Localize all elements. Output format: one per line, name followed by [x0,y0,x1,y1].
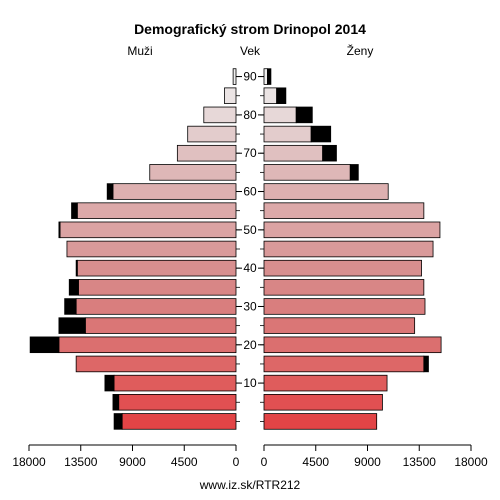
female-bars [263,68,442,430]
male-bar [118,394,237,411]
x-tick-label-left: 9000 [119,455,146,469]
male-bar [84,317,237,334]
x-tick-label-left: 4500 [171,455,198,469]
female-excess-bar [276,87,287,104]
male-bar [113,374,237,392]
x-tick-label-right: 18000 [454,455,488,469]
female-bar [263,183,389,200]
x-tick-label-right: 4500 [302,455,329,469]
male-bar [75,355,237,373]
x-tick-label-left: 0 [233,455,240,469]
x-tick-label-left: 13500 [64,455,98,469]
age-tick-label: 50 [243,223,257,237]
female-bar [263,164,351,181]
female-bar [263,125,312,143]
male-excess-bar [106,183,114,200]
footer-url: www.iz.sk/RTR212 [199,478,301,492]
male-bar [112,183,237,200]
male-bar [232,68,237,85]
age-tick-label: 20 [243,338,257,352]
male-bar [176,144,237,162]
male-bar [59,221,237,239]
age-tick-label: 30 [243,299,257,313]
female-excess-bar [310,125,332,143]
male-excess-bar [29,336,60,354]
male-bar [121,413,237,430]
female-excess-bar [322,144,337,162]
male-label: Muži [127,44,152,58]
female-bar [263,355,425,373]
male-bar [76,259,237,277]
male-excess-bar [75,259,78,277]
male-bar [203,106,237,124]
female-excess-bar [295,106,313,124]
male-bar [78,279,237,296]
female-bar [263,87,278,104]
chart-title: Demografický strom Drinopol 2014 [134,21,366,37]
female-excess-bar [423,355,429,373]
age-tick-label: 10 [243,376,257,390]
male-bar [149,164,237,181]
male-bar [224,87,237,104]
male-excess-bar [112,394,120,411]
female-bar [263,144,324,162]
age-tick-label: 40 [243,261,257,275]
male-excess-bar [71,202,78,219]
female-label: Ženy [347,43,374,58]
female-bar [263,202,425,219]
male-excess-bar [68,279,79,296]
age-tick-label: 70 [243,146,257,160]
x-tick-label-left: 18000 [12,455,46,469]
female-bar [263,279,425,296]
x-tick-label-right: 13500 [403,455,437,469]
male-bar [75,298,237,315]
male-excess-bar [104,374,115,392]
x-tick-label-right: 0 [261,455,268,469]
male-bar [76,202,237,219]
female-bar [263,317,416,334]
female-bar [263,298,426,315]
male-excess-bar [58,221,61,239]
male-excess-bar [58,317,86,334]
male-bar [187,125,237,143]
axes: 10 20 30 40 50 60 70 80 90 18000 18000 13500 13500 90… [12,70,488,469]
female-bar [263,394,383,411]
age-tick-label: 80 [243,108,257,122]
male-bar [66,240,237,258]
male-bar [58,336,237,354]
male-excess-bar [64,298,77,315]
age-axis-label: Vek [240,44,261,58]
female-excess-bar [349,164,359,181]
female-bar [263,240,434,258]
male-excess-bar [113,413,123,430]
female-bar [263,413,378,430]
female-bar [263,259,422,277]
age-tick-label: 60 [243,185,257,199]
age-tick-label: 90 [243,70,257,84]
female-excess-bar [267,68,272,85]
female-bar [263,374,388,392]
x-tick-label-right: 9000 [354,455,381,469]
female-bar [263,68,268,85]
male-bars [29,68,237,430]
female-bar [263,106,297,124]
female-bar [263,336,442,354]
female-bar [263,221,441,239]
